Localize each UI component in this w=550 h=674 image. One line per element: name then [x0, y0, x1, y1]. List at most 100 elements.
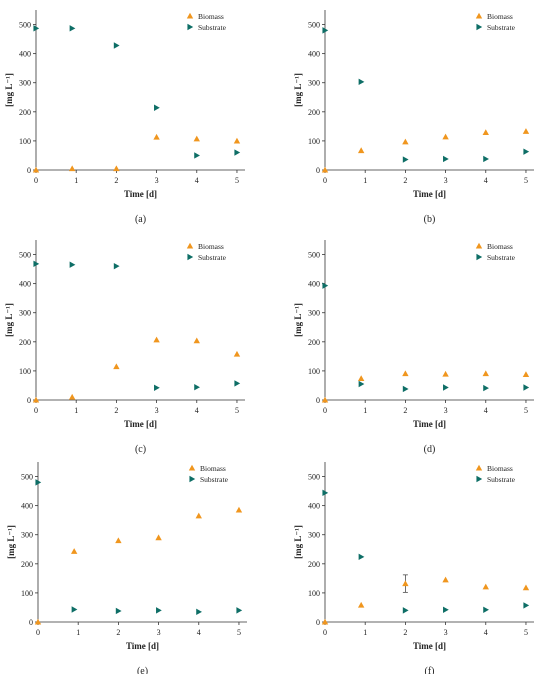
x-tick-label: 3	[157, 628, 161, 637]
y-tick-label: 200	[308, 338, 320, 347]
x-axis-title: Time [d]	[124, 189, 157, 199]
legend-biomass-label: Biomass	[200, 464, 226, 473]
y-tick-label: 500	[308, 251, 320, 260]
substrate-point	[322, 282, 329, 289]
y-tick-label: 200	[19, 108, 31, 117]
y-tick-label: 100	[308, 137, 320, 146]
biomass-point	[402, 138, 409, 145]
biomass-point	[195, 512, 202, 519]
y-axis-title: [mg L⁻¹]	[4, 73, 14, 107]
y-tick-label: 500	[308, 21, 320, 30]
biomass-point	[68, 165, 76, 172]
y-tick-label: 500	[19, 251, 31, 260]
panel-label: (b)	[424, 214, 436, 225]
substrate-point	[35, 479, 42, 486]
y-tick-label: 200	[21, 560, 33, 569]
substrate-point	[322, 489, 329, 497]
y-tick-label: 300	[19, 309, 31, 318]
substrate-point	[402, 607, 409, 614]
panel-label: (e)	[137, 666, 148, 674]
substrate-point	[69, 25, 76, 32]
y-axis-title: [mg L⁻¹]	[293, 303, 303, 337]
y-tick-label: 400	[308, 50, 320, 59]
substrate-point	[483, 155, 489, 163]
panel-b: 0 100 200 300 400 500 0 1 2 3 4 5 Time [d] [mg L⁻¹] (b…	[293, 10, 534, 225]
biomass-point	[522, 128, 530, 134]
x-tick-label: 0	[323, 406, 327, 415]
substrate-point	[154, 104, 160, 111]
x-tick-label: 4	[484, 628, 488, 637]
legend-biomass-label: Biomass	[487, 464, 513, 473]
x-tick-label: 4	[197, 628, 201, 637]
panel-label: (c)	[135, 444, 146, 455]
x-tick-label: 0	[36, 628, 40, 637]
legend-substrate-marker	[476, 475, 483, 483]
x-tick-label: 1	[74, 406, 78, 415]
legend-biomass-marker	[475, 464, 483, 471]
y-tick-label: 400	[19, 50, 31, 59]
x-tick-label: 2	[114, 406, 118, 415]
substrate-point	[358, 78, 365, 86]
y-tick-label: 0	[316, 396, 320, 405]
x-tick-label: 0	[323, 628, 327, 637]
biomass-point	[233, 137, 241, 144]
substrate-point	[443, 384, 449, 391]
biomass-point	[235, 506, 243, 513]
legend-substrate-label: Substrate	[487, 475, 516, 484]
legend-substrate-label: Substrate	[200, 475, 229, 484]
x-tick-label: 5	[235, 176, 239, 185]
x-tick-label: 5	[524, 176, 528, 185]
legend-biomass-marker	[186, 242, 194, 249]
substrate-point	[234, 149, 241, 156]
substrate-point	[194, 384, 200, 391]
y-tick-label: 200	[19, 338, 31, 347]
substrate-point	[154, 384, 160, 391]
substrate-point	[483, 384, 489, 392]
y-tick-label: 100	[308, 589, 320, 598]
substrate-point	[194, 152, 200, 159]
substrate-point	[523, 384, 530, 391]
x-axis-title: Time [d]	[413, 189, 446, 199]
x-tick-label: 1	[363, 628, 367, 637]
x-axis-title: Time [d]	[413, 641, 446, 651]
x-tick-label: 1	[363, 406, 367, 415]
legend-biomass-label: Biomass	[198, 12, 224, 21]
x-tick-label: 3	[444, 406, 448, 415]
panel-e: 0 100 200 300 400 500 0 1 2 3 4 5 Time [d] [mg L⁻¹] (e…	[6, 462, 247, 674]
y-tick-label: 300	[21, 531, 33, 540]
x-tick-label: 2	[114, 176, 118, 185]
y-tick-label: 400	[21, 502, 33, 511]
biomass-point	[357, 601, 365, 608]
x-tick-label: 1	[76, 628, 80, 637]
y-tick-label: 0	[27, 396, 31, 405]
x-tick-label: 2	[116, 628, 120, 637]
panel-c: 0 100 200 300 400 500 0 1 2 3 4 5 Time [d] [mg L⁻¹] (c…	[4, 240, 245, 455]
x-tick-label: 5	[524, 406, 528, 415]
x-tick-label: 5	[237, 628, 241, 637]
y-tick-label: 100	[308, 367, 320, 376]
biomass-point	[482, 370, 489, 377]
panel-label: (d)	[424, 444, 436, 455]
y-tick-label: 500	[308, 473, 320, 482]
biomass-point	[153, 133, 160, 140]
biomass-point	[113, 363, 120, 370]
y-axis-title: [mg L⁻¹]	[293, 73, 303, 107]
x-tick-label: 2	[403, 176, 407, 185]
y-axis-title: [mg L⁻¹]	[4, 303, 14, 337]
legend-substrate-marker	[187, 23, 194, 31]
substrate-point	[113, 42, 120, 49]
biomass-point	[155, 534, 162, 541]
biomass-point	[32, 396, 40, 403]
biomass-point	[482, 129, 489, 136]
substrate-point	[322, 27, 329, 34]
panel-a: 0 100 200 300 400 500 0 1 2 3 4 5 Time [d] [mg L⁻¹] (a…	[4, 10, 245, 225]
biomass-point	[193, 135, 200, 142]
legend-substrate-label: Substrate	[198, 23, 227, 32]
substrate-point	[443, 155, 449, 163]
substrate-point	[196, 608, 202, 616]
biomass-point	[115, 537, 122, 544]
x-axis-title: Time [d]	[124, 419, 157, 429]
x-tick-label: 0	[34, 176, 38, 185]
x-tick-label: 5	[235, 406, 239, 415]
